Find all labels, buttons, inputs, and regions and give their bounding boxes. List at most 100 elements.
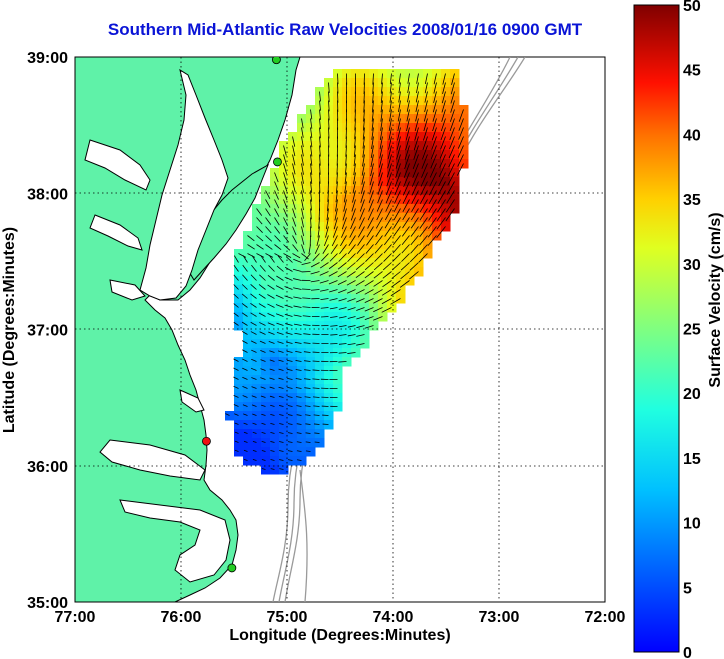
velocity-cell xyxy=(270,267,280,277)
velocity-vector xyxy=(278,359,284,362)
velocity-cell xyxy=(270,330,280,340)
y-tick-label: 37:00 xyxy=(27,323,68,340)
velocity-vector xyxy=(346,289,356,294)
velocity-vector xyxy=(319,136,321,148)
velocity-cell xyxy=(315,258,325,268)
velocity-vector xyxy=(380,109,383,122)
colorbar-tick-label: 5 xyxy=(683,580,692,597)
velocity-cell xyxy=(396,276,406,286)
velocity-vector xyxy=(342,208,347,221)
velocity-vector xyxy=(353,145,356,158)
velocity-vector xyxy=(304,396,311,398)
velocity-vector xyxy=(305,414,311,416)
velocity-vector xyxy=(400,262,410,271)
velocity-cell xyxy=(288,294,298,304)
velocity-vector xyxy=(382,280,392,288)
velocity-cell xyxy=(351,294,361,304)
velocity-vector xyxy=(328,118,330,130)
velocity-vector xyxy=(419,235,428,246)
velocity-vector xyxy=(325,226,329,238)
velocity-vector xyxy=(382,262,392,271)
velocity-vector xyxy=(301,127,304,138)
velocity-vector xyxy=(284,313,293,317)
velocity-vector xyxy=(276,332,284,335)
velocity-cell xyxy=(369,312,379,322)
velocity-vector xyxy=(446,181,455,195)
velocity-vector xyxy=(394,172,401,187)
velocity-vector xyxy=(406,118,410,132)
velocity-vector xyxy=(356,307,365,311)
velocity-vector xyxy=(242,404,248,407)
velocity-vector xyxy=(269,377,275,380)
velocity-vector xyxy=(301,253,309,260)
velocity-cell xyxy=(315,420,325,430)
velocity-cell xyxy=(351,330,361,340)
velocity-vector xyxy=(258,312,266,317)
velocity-vector xyxy=(293,296,302,299)
velocity-vector xyxy=(355,271,365,278)
velocity-cell xyxy=(342,312,352,322)
velocity-vector xyxy=(389,73,392,85)
velocity-vector xyxy=(423,109,428,122)
colorbar-tick-label: 50 xyxy=(683,0,701,15)
velocity-vector xyxy=(391,262,401,271)
velocity-vector xyxy=(292,181,296,193)
velocity-vector xyxy=(354,118,356,131)
velocity-cell xyxy=(279,267,289,277)
velocity-vector xyxy=(250,367,257,371)
velocity-vector xyxy=(372,91,374,104)
velocity-cell xyxy=(279,393,289,403)
velocity-vector xyxy=(367,208,374,221)
velocity-cell xyxy=(234,420,244,430)
velocity-cell xyxy=(315,285,325,295)
velocity-vector xyxy=(372,82,374,94)
velocity-vector xyxy=(310,271,320,275)
velocity-cell xyxy=(315,429,325,439)
velocity-vector xyxy=(293,278,302,281)
velocity-cell xyxy=(279,429,289,439)
velocity-vector xyxy=(331,235,338,247)
velocity-vector xyxy=(310,118,313,129)
velocity-cell xyxy=(234,357,244,367)
velocity-vector xyxy=(346,280,356,286)
velocity-vector xyxy=(260,395,266,398)
velocity-vector xyxy=(370,154,374,168)
velocity-vector xyxy=(286,359,293,362)
velocity-vector xyxy=(312,396,320,398)
velocity-vector xyxy=(373,262,383,271)
velocity-vector xyxy=(345,136,347,148)
velocity-vector xyxy=(275,313,284,317)
velocity-cell xyxy=(333,357,343,367)
velocity-cell xyxy=(297,420,307,430)
velocity-vector xyxy=(285,323,293,326)
velocity-cell xyxy=(333,393,343,403)
velocity-vector xyxy=(292,208,296,219)
velocity-vector xyxy=(353,172,356,185)
velocity-vector xyxy=(260,350,266,353)
map-title: Southern Mid-Atlantic Raw Velocities 200… xyxy=(107,20,583,39)
velocity-cell xyxy=(306,366,316,376)
velocity-cell xyxy=(324,258,334,268)
velocity-vector xyxy=(312,360,320,362)
velocity-vector xyxy=(355,262,365,271)
velocity-cell xyxy=(297,384,307,394)
velocity-vector xyxy=(233,321,239,326)
velocity-vector xyxy=(343,199,347,212)
velocity-cell xyxy=(288,366,298,376)
velocity-vector xyxy=(269,255,275,263)
velocity-vector xyxy=(359,199,365,212)
velocity-vector xyxy=(319,172,321,184)
velocity-vector xyxy=(241,293,248,299)
velocity-vector xyxy=(310,172,313,184)
velocity-cell xyxy=(315,312,325,322)
velocity-vector xyxy=(319,145,321,157)
velocity-cell xyxy=(243,384,253,394)
velocity-cell xyxy=(288,384,298,394)
velocity-vector xyxy=(274,253,283,258)
velocity-cell xyxy=(306,267,316,277)
velocity-cell xyxy=(261,366,271,376)
velocity-vector xyxy=(327,199,329,212)
velocity-cell xyxy=(279,276,289,286)
velocity-cell xyxy=(378,285,388,295)
velocity-vector xyxy=(258,303,266,308)
